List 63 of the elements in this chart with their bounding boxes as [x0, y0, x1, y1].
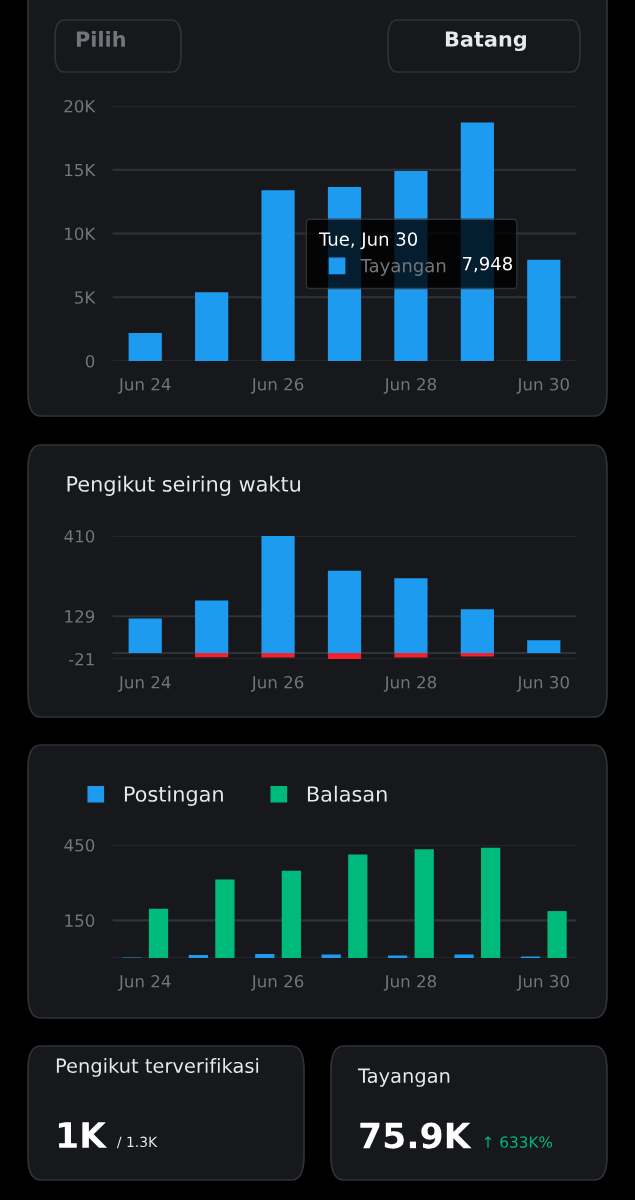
bar: [148, 908, 169, 958]
bar: [195, 292, 229, 361]
y-tick-label: 20K: [64, 99, 96, 113]
x-tick-label: Jun 26: [250, 974, 304, 991]
bar: [388, 955, 408, 958]
bar: [128, 332, 162, 361]
bar: [188, 954, 208, 958]
bar: [261, 653, 295, 658]
y-tick-label: 0: [85, 354, 95, 368]
y-tick-label: 450: [64, 838, 95, 852]
text: Pilih: [76, 30, 125, 47]
bar: [261, 536, 295, 654]
y-tick-label: 10K: [65, 227, 96, 241]
text: 75.9K: [360, 1122, 472, 1149]
x-tick-label: Jun 24: [118, 974, 171, 991]
bar: [261, 190, 295, 361]
bar: [454, 954, 474, 958]
y-tick-label: 5K: [75, 291, 96, 304]
x-tick-label: Jun 30: [516, 974, 569, 991]
text: / 1.3K: [116, 1136, 158, 1149]
bar: [348, 854, 368, 958]
x-tick-label: Jun 28: [383, 377, 437, 394]
y-tick-label: 410: [64, 529, 95, 543]
text: ↑ 633K%: [484, 1136, 553, 1148]
bar: [195, 653, 229, 658]
text: 1K: [58, 1122, 108, 1148]
chart-title: Pengikut seiring waktu: [67, 475, 300, 496]
y-tick-label: 129: [65, 610, 95, 623]
y-tick-label: 15K: [65, 163, 96, 177]
bar: [481, 847, 501, 958]
x-tick-label: Jun 26: [250, 377, 304, 394]
x-tick-label: Jun 28: [383, 974, 437, 991]
bar: [547, 911, 567, 958]
text: Pengikut terverifikasi: [56, 1058, 259, 1077]
bar: [128, 618, 162, 654]
legend-label: Tayangan: [360, 258, 446, 276]
x-tick-label: Jun 28: [383, 675, 437, 692]
annotation: 7,948: [463, 256, 512, 273]
bar: [414, 849, 434, 958]
y-tick-label: 150: [65, 914, 95, 927]
x-tick-label: Jun 24: [118, 675, 171, 692]
y-tick-label: -21: [68, 652, 94, 666]
bar: [195, 600, 229, 654]
text: Tayangan: [357, 1068, 450, 1087]
text: Batang: [445, 31, 526, 52]
bar: [215, 879, 235, 958]
bar: [281, 870, 301, 958]
x-tick-label: Jun 30: [516, 675, 569, 692]
bar: [394, 653, 428, 658]
x-tick-label: Jun 30: [516, 377, 569, 394]
x-tick-label: Jun 26: [250, 675, 304, 692]
bar: [327, 653, 362, 659]
legend-label: Balasan: [307, 785, 387, 802]
bar: [527, 259, 561, 361]
bar: [321, 954, 341, 958]
bar: [327, 570, 362, 654]
legend-label: Postingan: [124, 785, 223, 806]
bar: [255, 953, 275, 958]
bar: [394, 578, 428, 654]
bar: [460, 609, 494, 654]
bar: [527, 640, 561, 654]
legend-title: Tue, Jun 30: [318, 232, 418, 250]
x-tick-label: Jun 24: [118, 377, 171, 394]
